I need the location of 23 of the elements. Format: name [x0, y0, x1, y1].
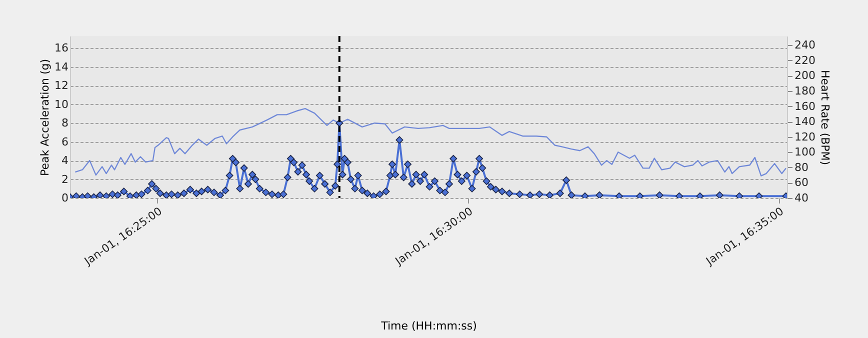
y2-tick-label: 40 [794, 192, 808, 204]
y2-tick-label: 140 [794, 115, 816, 128]
y-axis-title: Peak Acceleration (g) [38, 58, 52, 176]
y2-tick-label: 200 [794, 69, 816, 82]
y2-tick-label: 220 [794, 54, 816, 67]
y-tick-label: 8 [62, 116, 68, 130]
y-tick-label: 14 [54, 60, 68, 74]
y2-tick-label: 240 [794, 38, 816, 52]
y-tick-label: 16 [54, 42, 68, 55]
y2-tick-label: 160 [794, 100, 816, 113]
y-tick-label: 0 [62, 192, 68, 204]
y2-tick-label: 120 [794, 130, 816, 144]
y-tick-label: 4 [62, 154, 68, 168]
y-tick-label: 12 [54, 79, 68, 92]
y-tick-label: 6 [62, 135, 68, 148]
y-tick-label: 10 [54, 98, 68, 111]
y2-tick-label: 60 [794, 176, 808, 190]
y2-axis-title: Heart Rate (BPM) [818, 70, 832, 166]
y2-tick-label: 180 [794, 84, 816, 98]
y2-tick-label: 100 [794, 146, 816, 159]
y2-tick-label: 80 [794, 160, 808, 174]
y-tick-label: 2 [62, 172, 68, 186]
x-axis-title: Time (HH:mm:ss) [380, 320, 477, 332]
